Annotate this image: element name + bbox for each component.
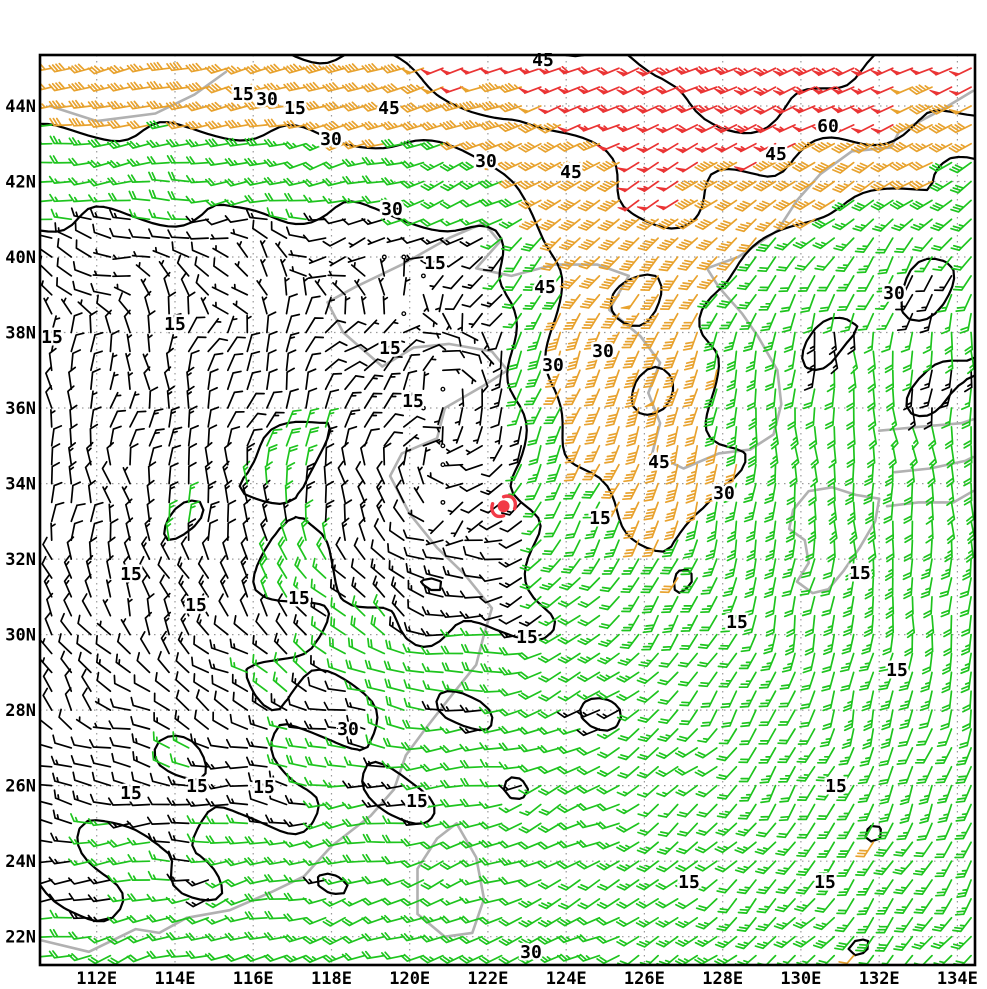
svg-text:45: 45: [648, 452, 670, 473]
svg-text:15: 15: [284, 98, 306, 119]
wind-barb-layer: [40, 61, 975, 965]
svg-text:15: 15: [232, 84, 254, 105]
svg-text:124E: 124E: [546, 969, 587, 989]
svg-text:30: 30: [713, 483, 735, 504]
svg-text:122E: 122E: [467, 969, 508, 989]
svg-text:15: 15: [185, 595, 207, 616]
svg-text:30: 30: [542, 355, 564, 376]
svg-text:120E: 120E: [389, 969, 430, 989]
svg-text:15: 15: [886, 660, 908, 681]
svg-text:22N: 22N: [5, 928, 36, 948]
svg-text:28N: 28N: [5, 701, 36, 721]
svg-text:114E: 114E: [155, 969, 196, 989]
svg-text:15: 15: [825, 776, 847, 797]
svg-text:15: 15: [424, 253, 446, 274]
svg-text:15: 15: [253, 777, 275, 798]
svg-text:118E: 118E: [311, 969, 352, 989]
svg-text:15: 15: [814, 872, 836, 893]
map-frame: [38, 53, 977, 967]
svg-text:42N: 42N: [5, 173, 36, 193]
svg-text:128E: 128E: [702, 969, 743, 989]
svg-text:15: 15: [41, 327, 63, 348]
svg-text:126E: 126E: [624, 969, 665, 989]
svg-text:30: 30: [337, 719, 359, 740]
svg-text:15: 15: [589, 508, 611, 529]
svg-text:34N: 34N: [5, 475, 36, 495]
svg-text:15: 15: [678, 872, 700, 893]
svg-text:45: 45: [765, 144, 787, 165]
svg-text:26N: 26N: [5, 777, 36, 797]
svg-text:132E: 132E: [859, 969, 900, 989]
svg-text:45: 45: [378, 98, 400, 119]
svg-text:30: 30: [381, 199, 403, 220]
svg-text:15: 15: [516, 627, 538, 648]
svg-text:40N: 40N: [5, 248, 36, 268]
svg-text:30: 30: [520, 942, 542, 963]
svg-text:30N: 30N: [5, 626, 36, 646]
svg-text:15: 15: [726, 612, 748, 633]
svg-text:116E: 116E: [233, 969, 274, 989]
svg-text:60: 60: [817, 116, 839, 137]
svg-text:134E: 134E: [937, 969, 978, 989]
svg-text:38N: 38N: [5, 324, 36, 344]
svg-text:15: 15: [288, 588, 310, 609]
svg-text:30: 30: [475, 151, 497, 172]
svg-text:44N: 44N: [5, 97, 36, 117]
tropical-cyclone-icon: [490, 494, 517, 519]
svg-text:112E: 112E: [76, 969, 117, 989]
svg-text:130E: 130E: [780, 969, 821, 989]
svg-text:15: 15: [406, 791, 428, 812]
svg-text:15: 15: [379, 338, 401, 359]
svg-text:36N: 36N: [5, 399, 36, 419]
svg-text:15: 15: [120, 783, 142, 804]
svg-text:30: 30: [883, 283, 905, 304]
svg-text:24N: 24N: [5, 852, 36, 872]
svg-text:45: 45: [560, 162, 582, 183]
svg-text:15: 15: [402, 391, 424, 412]
svg-text:15: 15: [120, 564, 142, 585]
svg-text:15: 15: [164, 314, 186, 335]
svg-text:45: 45: [532, 50, 554, 71]
svg-text:30: 30: [256, 89, 278, 110]
svg-text:45: 45: [534, 277, 556, 298]
svg-text:15: 15: [186, 776, 208, 797]
svg-text:30: 30: [320, 129, 342, 150]
axis-tick-labels: 44N 42N 40N 38N 36N 34N 32N 30N 28N 26N 24N 22N 112E…: [5, 97, 978, 989]
svg-text:32N: 32N: [5, 550, 36, 570]
svg-text:15: 15: [849, 563, 871, 584]
svg-text:30: 30: [592, 341, 614, 362]
